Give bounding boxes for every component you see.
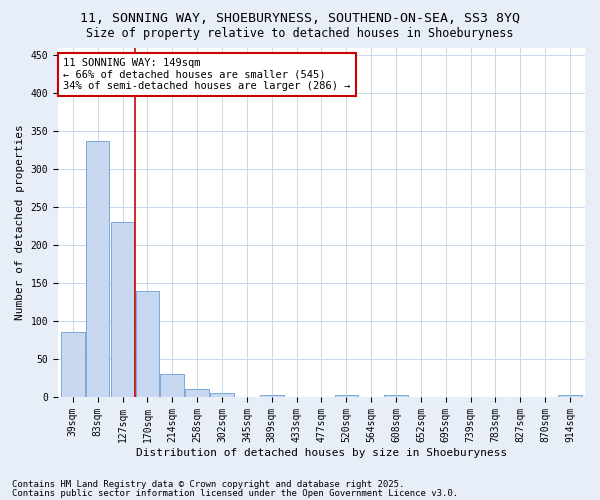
Bar	[260, 394, 284, 397]
Bar	[558, 394, 582, 397]
Text: 11 SONNING WAY: 149sqm
← 66% of detached houses are smaller (545)
34% of semi-de: 11 SONNING WAY: 149sqm ← 66% of detached…	[63, 58, 350, 91]
Text: 11, SONNING WAY, SHOEBURYNESS, SOUTHEND-ON-SEA, SS3 8YQ: 11, SONNING WAY, SHOEBURYNESS, SOUTHEND-…	[80, 12, 520, 26]
Bar	[136, 290, 159, 397]
Text: Size of property relative to detached houses in Shoeburyness: Size of property relative to detached ho…	[86, 28, 514, 40]
X-axis label: Distribution of detached houses by size in Shoeburyness: Distribution of detached houses by size …	[136, 448, 507, 458]
Text: Contains HM Land Registry data © Crown copyright and database right 2025.: Contains HM Land Registry data © Crown c…	[12, 480, 404, 489]
Bar	[86, 141, 109, 397]
Bar	[384, 394, 408, 397]
Bar	[160, 374, 184, 397]
Bar	[111, 222, 134, 397]
Bar	[61, 332, 85, 397]
Bar	[210, 393, 234, 397]
Text: Contains public sector information licensed under the Open Government Licence v3: Contains public sector information licen…	[12, 488, 458, 498]
Bar	[335, 394, 358, 397]
Bar	[185, 390, 209, 397]
Y-axis label: Number of detached properties: Number of detached properties	[15, 124, 25, 320]
